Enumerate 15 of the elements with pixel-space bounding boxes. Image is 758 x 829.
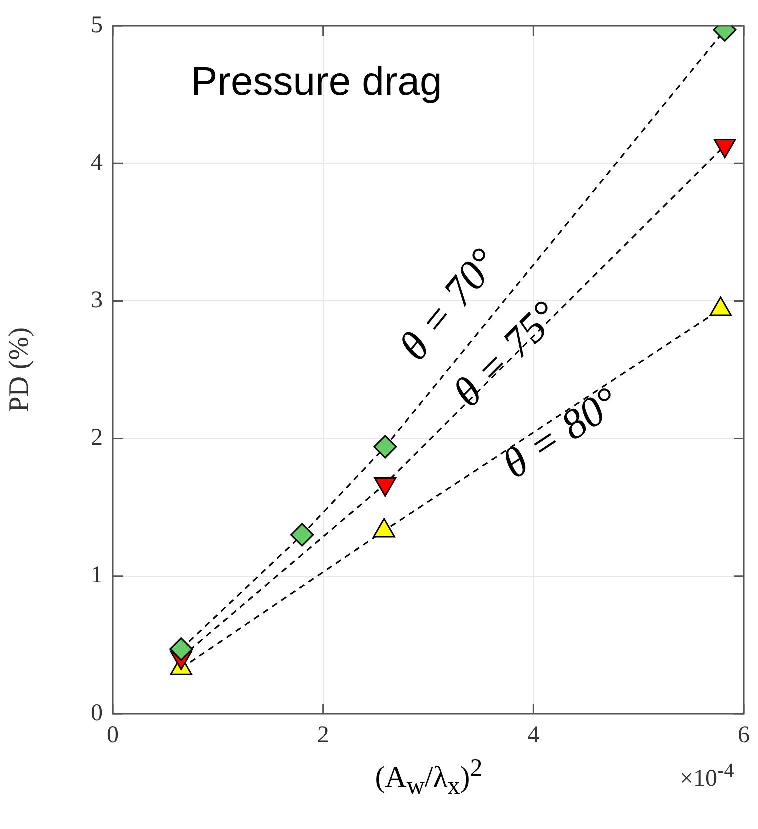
y-axis-title: PD (%)	[4, 328, 36, 412]
text: ×10$^{-4}$	[680, 760, 734, 793]
text: Pressure drag	[191, 60, 442, 104]
x-tick-label: 4	[528, 722, 540, 749]
y-tick-label: 0	[91, 700, 103, 726]
y-tick-label: 2	[91, 425, 103, 452]
x-axis-title: (A$_{w}$/λ$_{x}$)$^{2}$	[375, 755, 483, 800]
y-tick-label: 1	[91, 562, 103, 589]
x-tick-label: 2	[317, 722, 330, 749]
y-tick-label: 5	[91, 12, 103, 38]
y-tick-label: 3	[91, 287, 103, 314]
x-tick-label: 6	[738, 722, 750, 749]
text: θ = 80°	[495, 378, 628, 488]
y-tick-label: 4	[91, 150, 103, 176]
x-tick-label: 0	[107, 722, 119, 749]
